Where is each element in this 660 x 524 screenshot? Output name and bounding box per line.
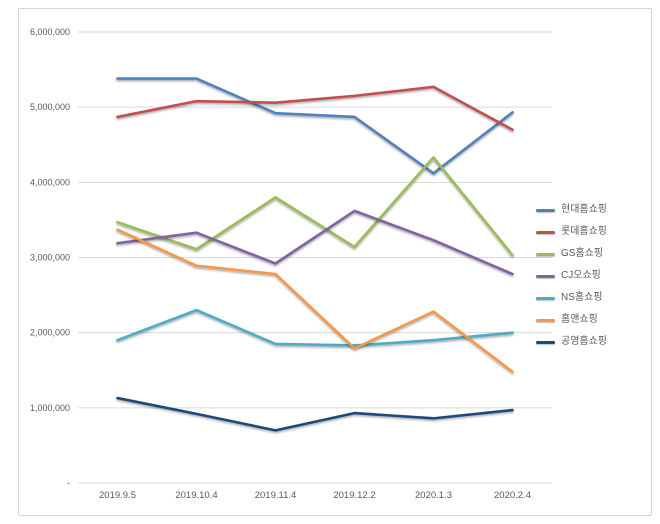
y-axis-tick-label: 3,000,000 xyxy=(30,253,70,263)
legend-line-swatch-icon xyxy=(536,340,555,344)
legend-item[interactable]: GS홈쇼핑 xyxy=(536,243,607,265)
series-line-5[interactable] xyxy=(116,308,514,347)
legend-item[interactable]: 롯데홈쇼핑 xyxy=(536,221,607,243)
series-line-4[interactable] xyxy=(116,209,514,276)
legend-label: GS홈쇼핑 xyxy=(561,248,604,259)
legend-item[interactable]: NS홈쇼핑 xyxy=(536,287,607,309)
series-line-6[interactable] xyxy=(116,228,514,374)
x-axis-label: 2019.11.4 xyxy=(255,490,297,501)
x-axis-label: 2019.10.4 xyxy=(175,490,217,501)
x-axis-label: 2019.12.2 xyxy=(333,490,375,501)
y-axis-tick-label: 2,000,000 xyxy=(30,328,70,338)
series-line-3[interactable] xyxy=(116,156,514,257)
legend-label: 현대홈쇼핑 xyxy=(561,204,607,215)
legend-item[interactable]: CJ오쇼핑 xyxy=(536,265,607,287)
legend-line-swatch-icon xyxy=(536,318,555,322)
series-layer xyxy=(116,77,514,432)
legend-item[interactable]: 홈앤쇼핑 xyxy=(536,309,607,331)
series-line-7[interactable] xyxy=(116,396,514,432)
legend-label: 롯데홈쇼핑 xyxy=(561,226,607,237)
y-axis-tick-label: 4,000,000 xyxy=(30,177,70,187)
legend-item[interactable]: 현대홈쇼핑 xyxy=(536,199,607,221)
chart-frame xyxy=(18,8,652,516)
y-axis-tick-label: 1,000,000 xyxy=(30,403,70,413)
grid-layer: - 1,000,000 2,000,000 3,000,000 4,000,000 5,0… xyxy=(30,27,552,501)
legend-line-swatch-icon xyxy=(536,274,555,278)
x-axis-label: 2020.1.3 xyxy=(415,490,452,501)
legend-label: 공영홈쇼핑 xyxy=(561,336,607,347)
legend-label: 홈앤쇼핑 xyxy=(561,314,598,325)
legend-line-swatch-icon xyxy=(536,208,555,212)
legend-line-swatch-icon xyxy=(536,230,555,234)
series-line-1[interactable] xyxy=(116,77,514,175)
x-axis-label: 2020.2.4 xyxy=(494,490,531,501)
legend-label: CJ오쇼핑 xyxy=(561,270,601,281)
x-axis-label: 2019.9.5 xyxy=(99,490,136,501)
y-axis-tick-label: 6,000,000 xyxy=(30,27,70,37)
legend-label: NS홈쇼핑 xyxy=(561,292,603,303)
y-axis-tick-label: - xyxy=(67,478,70,488)
legend-item[interactable]: 공영홈쇼핑 xyxy=(536,331,607,353)
legend-line-swatch-icon xyxy=(536,296,555,300)
series-line-2[interactable] xyxy=(116,85,514,132)
legend-line-swatch-icon xyxy=(536,252,555,256)
y-axis-tick-label: 5,000,000 xyxy=(30,102,70,112)
